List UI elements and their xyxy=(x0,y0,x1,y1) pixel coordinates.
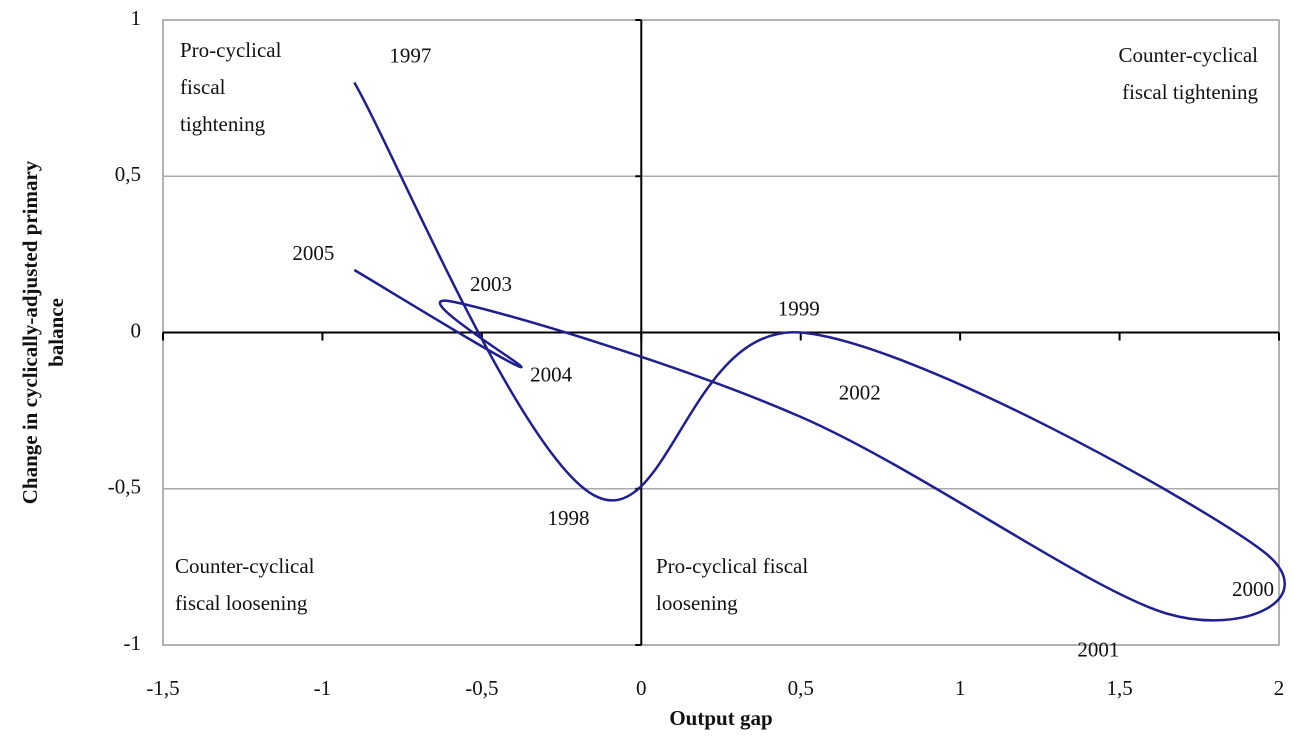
point-label: 2000 xyxy=(1232,577,1274,601)
x-tick-label: 0 xyxy=(636,676,647,700)
y-tick-label: -1 xyxy=(124,631,142,655)
point-label: 2004 xyxy=(530,363,573,387)
y-tick-label: 1 xyxy=(131,6,142,30)
point-label: 1999 xyxy=(778,296,820,320)
x-tick-label: -1 xyxy=(314,676,332,700)
x-tick-label: -1,5 xyxy=(146,676,179,700)
quadrant-annotation: Counter-cyclical xyxy=(175,554,315,578)
quadrant-annotation: loosening xyxy=(656,591,738,615)
point-label: 2002 xyxy=(839,381,881,405)
y-axis-title-line: balance xyxy=(44,298,68,367)
data-line xyxy=(353,81,1286,622)
y-axis-title-line: Change in cyclically-adjusted primary xyxy=(18,160,42,504)
quadrant-annotation: Pro-cyclical xyxy=(180,38,282,62)
quadrant-annotation: fiscal xyxy=(180,75,226,99)
y-axis-title: Change in cyclically-adjusted primarybal… xyxy=(18,160,68,504)
quadrant-annotation: tightening xyxy=(180,112,266,136)
point-label: 2005 xyxy=(292,241,334,265)
y-tick-label: 0 xyxy=(131,318,142,342)
point-label: 1998 xyxy=(547,506,589,530)
quadrant-annotation: fiscal loosening xyxy=(175,591,308,615)
quadrant-annotation: Counter-cyclical xyxy=(1118,43,1258,67)
y-tick-label: -0,5 xyxy=(108,475,141,499)
x-tick-label: 2 xyxy=(1274,676,1285,700)
quadrant-annotation: fiscal tightening xyxy=(1122,80,1258,104)
point-label: 2003 xyxy=(470,272,512,296)
x-tick-label: 0,5 xyxy=(788,676,814,700)
x-tick-label: -0,5 xyxy=(465,676,498,700)
point-label: 1997 xyxy=(389,43,431,67)
y-tick-label: 0,5 xyxy=(115,162,141,186)
x-tick-label: 1 xyxy=(955,676,966,700)
x-tick-label: 1,5 xyxy=(1106,676,1132,700)
x-axis-title: Output gap xyxy=(669,706,772,730)
point-label: 2001 xyxy=(1077,638,1119,662)
quadrant-annotation: Pro-cyclical fiscal xyxy=(656,554,808,578)
